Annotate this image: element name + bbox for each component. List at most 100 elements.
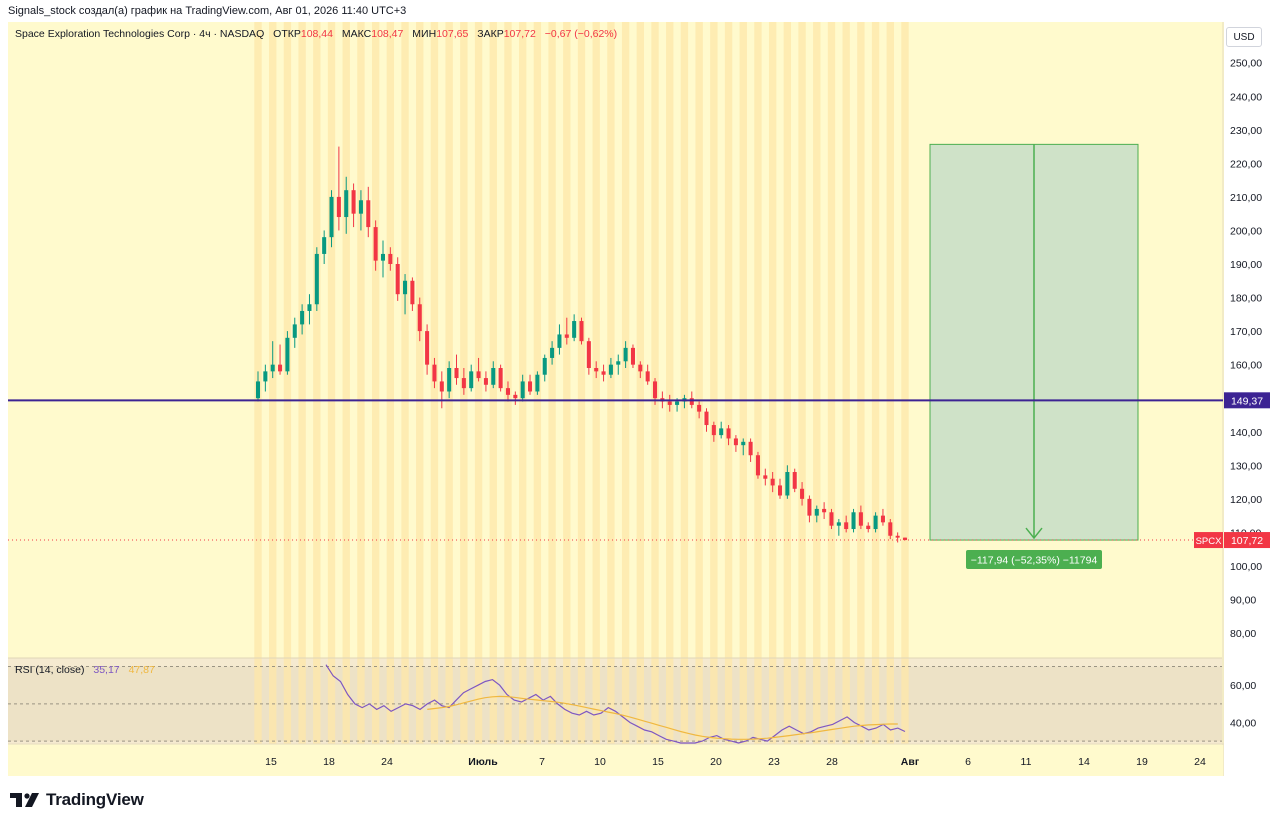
- measure-label: −117,94 (−52,35%) −11794: [971, 555, 1098, 567]
- session-stripe: [710, 22, 718, 744]
- candle: [292, 317, 297, 348]
- low-value: 107,65: [436, 28, 469, 40]
- candle: [851, 508, 856, 533]
- candle-body: [513, 394, 518, 399]
- candle-body: [336, 196, 341, 218]
- candle: [866, 522, 871, 533]
- currency-button[interactable]: USD: [1226, 27, 1262, 47]
- rsi-tick-label: 40,00: [1230, 718, 1256, 730]
- low-label: МИН: [412, 28, 437, 40]
- candle: [417, 297, 422, 342]
- price-tick-label: 200,00: [1230, 225, 1262, 237]
- price-tick-label: 90,00: [1230, 595, 1256, 607]
- candle: [844, 515, 849, 533]
- candle-body: [873, 515, 878, 530]
- time-tick-label: 11: [1021, 756, 1032, 768]
- candle-body: [711, 425, 716, 436]
- candle: [785, 465, 790, 499]
- session-stripe: [386, 22, 395, 744]
- time-tick-label: Авг: [901, 756, 920, 768]
- session-stripe: [563, 22, 571, 744]
- session-stripe: [577, 22, 586, 744]
- candle: [557, 324, 562, 355]
- candle: [483, 371, 488, 392]
- candle: [873, 512, 878, 533]
- price-tick-label: 140,00: [1230, 427, 1262, 439]
- session-stripe: [842, 22, 850, 744]
- candle-body: [380, 253, 386, 261]
- candle-body: [351, 190, 356, 214]
- time-tick-label: 28: [826, 756, 838, 768]
- candle: [535, 371, 540, 395]
- time-tick-label: 15: [265, 756, 277, 768]
- session-stripe: [680, 22, 689, 744]
- candle-body: [807, 498, 812, 516]
- candle-body: [322, 237, 327, 254]
- candlestick-chart[interactable]: 80,0090,00100,00110,00120,00130,00140,00…: [8, 22, 1272, 776]
- session-stripe: [813, 22, 821, 744]
- candle: [542, 354, 547, 382]
- candle: [572, 314, 577, 342]
- open-value: 108,44: [300, 28, 333, 40]
- candle-body: [630, 347, 635, 365]
- candle: [829, 508, 834, 530]
- candle: [726, 425, 731, 446]
- candle-body: [358, 200, 363, 214]
- candle: [895, 532, 900, 543]
- chart-frame[interactable]: 80,0090,00100,00110,00120,00130,00140,00…: [8, 22, 1272, 776]
- ticker-label: SPCX: [1196, 536, 1223, 547]
- brand-name: TradingView: [46, 790, 144, 809]
- session-stripe: [474, 22, 483, 744]
- candle-body: [520, 381, 525, 399]
- candle: [300, 304, 305, 335]
- candle: [630, 344, 635, 369]
- time-tick-label: 20: [710, 756, 722, 768]
- candle: [498, 364, 503, 392]
- candle-body: [844, 522, 849, 530]
- candle-body: [755, 455, 760, 476]
- last-price-badge: [1224, 532, 1270, 549]
- candles: [255, 146, 908, 543]
- candle: [395, 257, 400, 301]
- candle-body: [300, 310, 305, 325]
- candle-body: [483, 378, 488, 385]
- session-stripe: [754, 22, 762, 744]
- candle: [711, 421, 716, 442]
- candle: [469, 364, 474, 392]
- candle-body: [542, 357, 547, 375]
- candle-body: [858, 512, 863, 526]
- candle-body: [770, 478, 775, 486]
- candle-body: [270, 364, 275, 372]
- candle-body: [608, 364, 613, 375]
- time-tick-label: 18: [323, 756, 335, 768]
- candle-body: [719, 428, 724, 436]
- session-stripe: [298, 22, 306, 744]
- time-tick-label: 23: [768, 756, 780, 768]
- candle: [439, 371, 444, 409]
- candle-body: [255, 381, 261, 399]
- time-tick-label: 24: [1194, 756, 1206, 768]
- candle: [704, 408, 709, 432]
- session-stripe: [342, 22, 350, 744]
- candle-body: [895, 535, 900, 538]
- candle-body: [395, 264, 400, 295]
- candle-body: [557, 334, 562, 348]
- candle: [358, 190, 363, 231]
- session-stripe: [857, 22, 865, 744]
- session-stripe: [871, 22, 880, 744]
- candle: [579, 317, 584, 345]
- candle: [285, 331, 290, 375]
- candle: [814, 505, 819, 523]
- candle-body: [822, 508, 827, 513]
- candle-body: [579, 321, 584, 342]
- candle-body: [572, 321, 577, 338]
- rsi-ma-line: [427, 695, 898, 740]
- candle-body: [638, 364, 643, 372]
- candle-body: [836, 522, 841, 526]
- measure-arrow-head: [1025, 527, 1043, 540]
- high-value: 108,47: [371, 28, 404, 40]
- candle: [733, 435, 738, 452]
- candle: [528, 374, 533, 395]
- close-value: 107,72: [503, 28, 536, 40]
- candle: [314, 247, 319, 311]
